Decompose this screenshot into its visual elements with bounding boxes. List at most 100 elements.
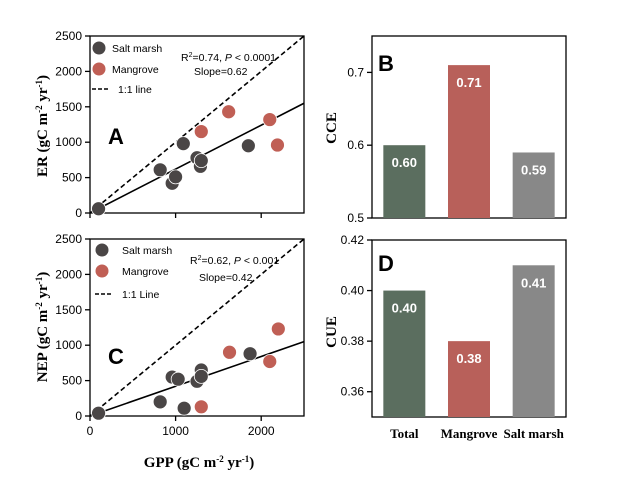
panel-b-letter: B	[378, 51, 394, 76]
bar-total	[383, 145, 426, 218]
y-tick-label: 500	[62, 171, 82, 185]
bar-total	[383, 290, 426, 417]
y-tick-label: 1000	[55, 135, 82, 149]
mangrove-point	[193, 124, 209, 139]
salt-marsh-point	[91, 405, 106, 421]
panel-c: 0 500 1000 1500 2000 2500 0 1000 2000 Salt mars…	[34, 232, 305, 471]
y-tick-label: 0.38	[341, 334, 365, 348]
panel-b-bars: 0.60 0.71 0.59	[383, 65, 555, 219]
panel-c-y-axis: 0 500 1000 1500 2000 2500	[55, 232, 90, 423]
salt-marsh-point	[91, 201, 106, 217]
x-tick-label: 2000	[248, 424, 275, 438]
panel-c-frame	[89, 238, 305, 417]
y-tick-label: 1000	[55, 338, 82, 352]
panel-c-letter: C	[108, 344, 124, 369]
bar-mangrove	[448, 341, 490, 417]
legend-c-mangrove-label: Mangrove	[122, 266, 169, 278]
panel-a-one-to-one-line	[89, 35, 305, 214]
y-tick-label: 0.5	[347, 211, 364, 225]
salt-marsh-point	[193, 368, 209, 384]
bar-value-label: 0.71	[456, 75, 481, 90]
bar-mangrove	[448, 65, 490, 219]
panel-c-one-to-one-line	[89, 238, 305, 417]
y-tick-label: 0.40	[341, 284, 365, 298]
panel-a-y-label: ER (gC m-2 yr-1)	[34, 75, 51, 177]
y-tick-label: 500	[62, 374, 82, 388]
y-tick-label: 0.42	[341, 233, 365, 247]
legend-c-mangrove-marker	[95, 264, 109, 278]
panel-d-letter: D	[378, 251, 394, 276]
y-tick-label: 0	[75, 206, 82, 220]
panel-c-slope-stat: Slope=0.42	[199, 272, 253, 284]
y-tick-label: 0.6	[347, 138, 364, 152]
salt-marsh-point	[193, 153, 209, 169]
bar-value-label: 0.59	[521, 162, 546, 177]
bar-category-axis: Total Mangrove Salt marsh	[390, 426, 564, 441]
salt-marsh-point	[152, 394, 168, 410]
panel-c-x-axis: 0 1000 2000	[87, 416, 275, 438]
y-tick-label: 2500	[55, 232, 82, 246]
bar-value-label: 0.41	[521, 275, 546, 290]
legend-c-salt-marsh-marker	[95, 243, 109, 257]
salt-marsh-point	[152, 162, 168, 178]
mangrove-point	[221, 104, 237, 120]
mangrove-point	[270, 137, 285, 153]
y-tick-label: 2500	[55, 29, 82, 43]
panel-d-y-axis: 0.36 0.38 0.40 0.42	[341, 233, 372, 399]
x-tick-label: 1000	[162, 424, 189, 438]
category-label: Salt marsh	[504, 426, 565, 441]
legend-one-to-one-label: 1:1 line	[118, 84, 152, 96]
y-tick-label: 0.36	[341, 385, 365, 399]
y-tick-label: 2000	[55, 64, 82, 78]
bar-salt-marsh	[512, 265, 555, 417]
legend-c-salt-marsh-label: Salt marsh	[122, 245, 172, 257]
salt-marsh-point	[176, 400, 192, 416]
y-tick-label: 1500	[55, 303, 82, 317]
salt-marsh-point	[168, 169, 184, 185]
panel-d-y-label: CUE	[324, 316, 340, 348]
gpp-x-axis-label: GPP (gC m-2 yr-1)	[144, 454, 254, 471]
panel-d: 0.36 0.38 0.40 0.42 0.40 0.38 0.41 D CUE Tota…	[324, 233, 567, 441]
bar-value-label: 0.38	[456, 351, 481, 366]
panel-b-y-axis: 0.5 0.6 0.7	[347, 65, 372, 225]
bar-salt-marsh	[512, 152, 555, 218]
y-tick-label: 0.7	[347, 65, 364, 79]
panel-a-points	[91, 104, 285, 217]
salt-marsh-point	[240, 138, 256, 154]
mangrove-point	[262, 112, 278, 127]
legend-c-one-to-one-label: 1:1 Line	[122, 289, 160, 301]
panel-c-points	[91, 321, 286, 421]
category-label: Mangrove	[441, 426, 498, 441]
panel-a: 0 500 1000 1500 2000 2500 Salt marsh Mangrove…	[34, 29, 305, 220]
panel-a-slope-stat: Slope=0.62	[194, 66, 248, 78]
panel-a-letter: A	[108, 124, 124, 149]
panel-d-bars: 0.40 0.38 0.41	[383, 265, 555, 417]
panel-a-y-axis: 0 500 1000 1500 2000 2500	[55, 29, 90, 220]
y-tick-label: 1500	[55, 100, 82, 114]
salt-marsh-point	[175, 136, 191, 152]
panel-c-r2-stat: R2=0.62, P < 0.001	[190, 255, 279, 267]
salt-marsh-point	[242, 346, 258, 362]
legend-salt-marsh-label: Salt marsh	[112, 43, 162, 55]
x-tick-label: 0	[87, 424, 94, 438]
mangrove-point	[270, 321, 286, 337]
panel-b: 0.5 0.6 0.7 0.60 0.71 0.59 B CCE	[324, 35, 567, 225]
mangrove-point	[193, 399, 209, 415]
category-label: Total	[390, 426, 419, 441]
y-tick-label: 0	[75, 409, 82, 423]
panel-a-r2-stat: R2=0.74, P < 0.0001	[181, 52, 276, 64]
panel-a-x-axis	[89, 213, 262, 218]
mangrove-point	[262, 354, 278, 369]
legend-mangrove-label: Mangrove	[112, 64, 159, 76]
mangrove-point	[222, 344, 237, 360]
panel-b-y-label: CCE	[324, 112, 340, 144]
y-tick-label: 2000	[55, 267, 82, 281]
salt-marsh-point	[170, 371, 186, 387]
legend-salt-marsh-marker	[92, 41, 106, 55]
legend-mangrove-marker	[92, 62, 106, 76]
panel-c-y-label: NEP (gC m-2 yr-1)	[34, 272, 51, 382]
bar-value-label: 0.60	[392, 155, 417, 170]
panel-a-frame	[89, 35, 305, 214]
bar-value-label: 0.40	[392, 301, 417, 316]
